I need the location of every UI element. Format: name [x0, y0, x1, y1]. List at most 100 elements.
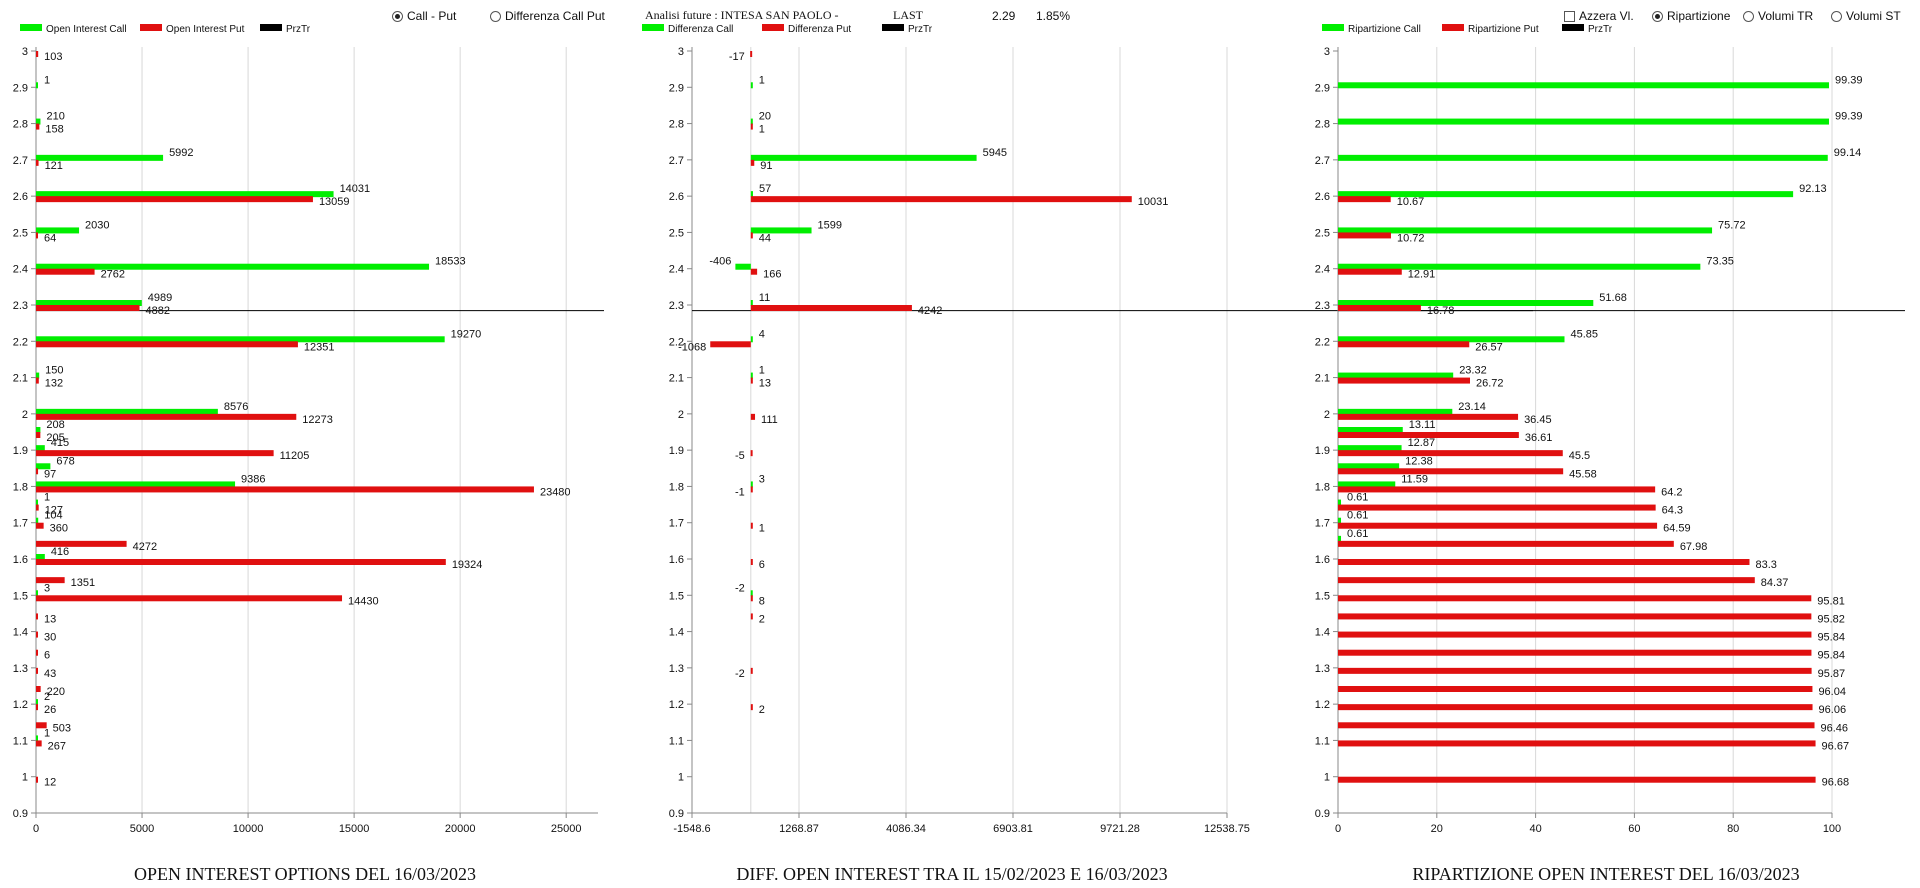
radio-volumi-tr[interactable]: Volumi TR [1743, 9, 1813, 23]
call-bar [1338, 499, 1342, 506]
bar-value-label: 4242 [918, 305, 942, 317]
bar-value-label: 1351 [71, 577, 95, 589]
put-bar [1338, 613, 1812, 620]
checkbox-icon [1564, 11, 1575, 22]
radio-differenza-call-put[interactable]: Differenza Call Put [490, 9, 605, 23]
bar-value-label: 3 [759, 473, 765, 485]
bar-value-label: 19324 [452, 559, 483, 571]
bar-value-label: 67.98 [1680, 541, 1708, 553]
put-bar [36, 341, 298, 348]
call-bar [1338, 118, 1829, 125]
call-bar [36, 499, 38, 506]
call-bar [750, 191, 753, 198]
legend-label: Differenza Call [668, 24, 733, 35]
y-tick-label: 2.5 [13, 227, 28, 239]
bar-value-label: 91 [760, 160, 772, 172]
bar-value-label: 30 [44, 632, 56, 644]
put-bar [1338, 504, 1656, 511]
put-bar [750, 377, 753, 384]
put-bar [36, 486, 534, 493]
x-tick-label: 25000 [551, 823, 582, 835]
put-bar [750, 613, 753, 620]
bar-value-label: 10031 [1138, 196, 1169, 208]
bar-value-label: 208 [46, 419, 64, 431]
y-tick-label: 2.8 [669, 119, 684, 131]
bar-value-label: 5992 [169, 147, 193, 159]
bar-value-label: 73.35 [1706, 256, 1734, 268]
bar-value-label: -2 [735, 582, 745, 594]
bar-value-label: 26.72 [1476, 378, 1504, 390]
y-tick-label: 2 [678, 409, 684, 421]
put-bar [36, 559, 446, 565]
bar-value-label: -5 [735, 450, 745, 462]
bar-value-label: 45.85 [1570, 328, 1598, 340]
bar-value-label: 103 [44, 51, 62, 63]
y-tick-label: 1.9 [669, 445, 684, 457]
call-bar [750, 227, 812, 234]
call-bar [1338, 82, 1829, 89]
radio-ripartizione[interactable]: Ripartizione [1652, 9, 1730, 23]
bar-value-label: 415 [51, 437, 69, 449]
y-tick-label: 3 [1324, 46, 1330, 58]
put-bar [1338, 686, 1813, 692]
bar-value-label: 205 [46, 432, 64, 444]
bar-value-label: 23480 [540, 486, 571, 498]
bar-value-label: 1 [759, 124, 765, 136]
y-tick-label: 2.7 [1315, 155, 1330, 167]
put-bar [36, 722, 47, 729]
legend-swatch [882, 24, 904, 31]
legend-label: PrzTr [908, 24, 933, 35]
y-tick-label: 1.2 [13, 699, 28, 711]
legend-swatch [20, 24, 42, 31]
y-tick-label: 1.1 [13, 735, 28, 747]
bar-value-label: 13 [44, 613, 56, 625]
put-bar [1338, 486, 1656, 493]
bar-value-label: 360 [50, 523, 68, 535]
y-tick-label: 1.2 [669, 699, 684, 711]
chart-legend: Open Interest Call Open Interest Put PrzTr [20, 24, 311, 35]
put-bar [36, 776, 38, 783]
bar-value-label: 678 [56, 455, 74, 467]
bar-value-label: 96.67 [1822, 740, 1850, 752]
y-tick-label: 1.5 [669, 590, 684, 602]
bar-value-label: 84.37 [1761, 577, 1789, 589]
x-tick-label: 4086.34 [886, 823, 926, 835]
radio-volumi-st[interactable]: Volumi ST [1831, 9, 1901, 23]
y-tick-label: 2.8 [1315, 119, 1330, 131]
y-tick-label: 1.6 [1315, 554, 1330, 566]
call-bar [36, 154, 164, 161]
checkbox-azzera-vl[interactable]: Azzera Vl. [1564, 9, 1634, 23]
legend-swatch [1442, 24, 1464, 31]
y-tick-label: 2.7 [669, 155, 684, 167]
put-bar [36, 123, 40, 130]
x-tick-label: 0 [1335, 823, 1341, 835]
radio-call-put[interactable]: Call - Put [392, 9, 456, 23]
bar-value-label: 97 [44, 468, 56, 480]
bar-value-label: 158 [45, 124, 63, 136]
put-bar [36, 704, 38, 711]
bar-value-label: 96.68 [1822, 777, 1850, 789]
put-bar [36, 540, 127, 547]
bar-value-label: 8576 [224, 401, 248, 413]
y-tick-label: 2.4 [13, 264, 28, 276]
y-tick-label: 1.4 [1315, 627, 1330, 639]
call-bar [1338, 445, 1402, 452]
bar-value-label: 43 [44, 668, 56, 680]
bar-value-label: 8 [759, 595, 765, 607]
put-bar [36, 232, 38, 239]
y-tick-label: 1.1 [669, 735, 684, 747]
y-tick-label: 1.3 [669, 663, 684, 675]
bar-value-label: 0.61 [1347, 510, 1368, 522]
put-bar [36, 613, 38, 620]
bar-value-label: 1 [44, 492, 50, 504]
put-bar [750, 667, 753, 674]
put-bar [750, 232, 753, 239]
put-bar [1338, 740, 1816, 747]
put-bar [1338, 341, 1470, 348]
put-bar [36, 649, 38, 656]
bar-value-label: 11 [759, 292, 770, 304]
bar-value-label: 13059 [319, 196, 350, 208]
bar-value-label: 1 [759, 523, 765, 535]
call-bar [750, 300, 753, 306]
bar-value-label: 36.45 [1524, 414, 1552, 426]
